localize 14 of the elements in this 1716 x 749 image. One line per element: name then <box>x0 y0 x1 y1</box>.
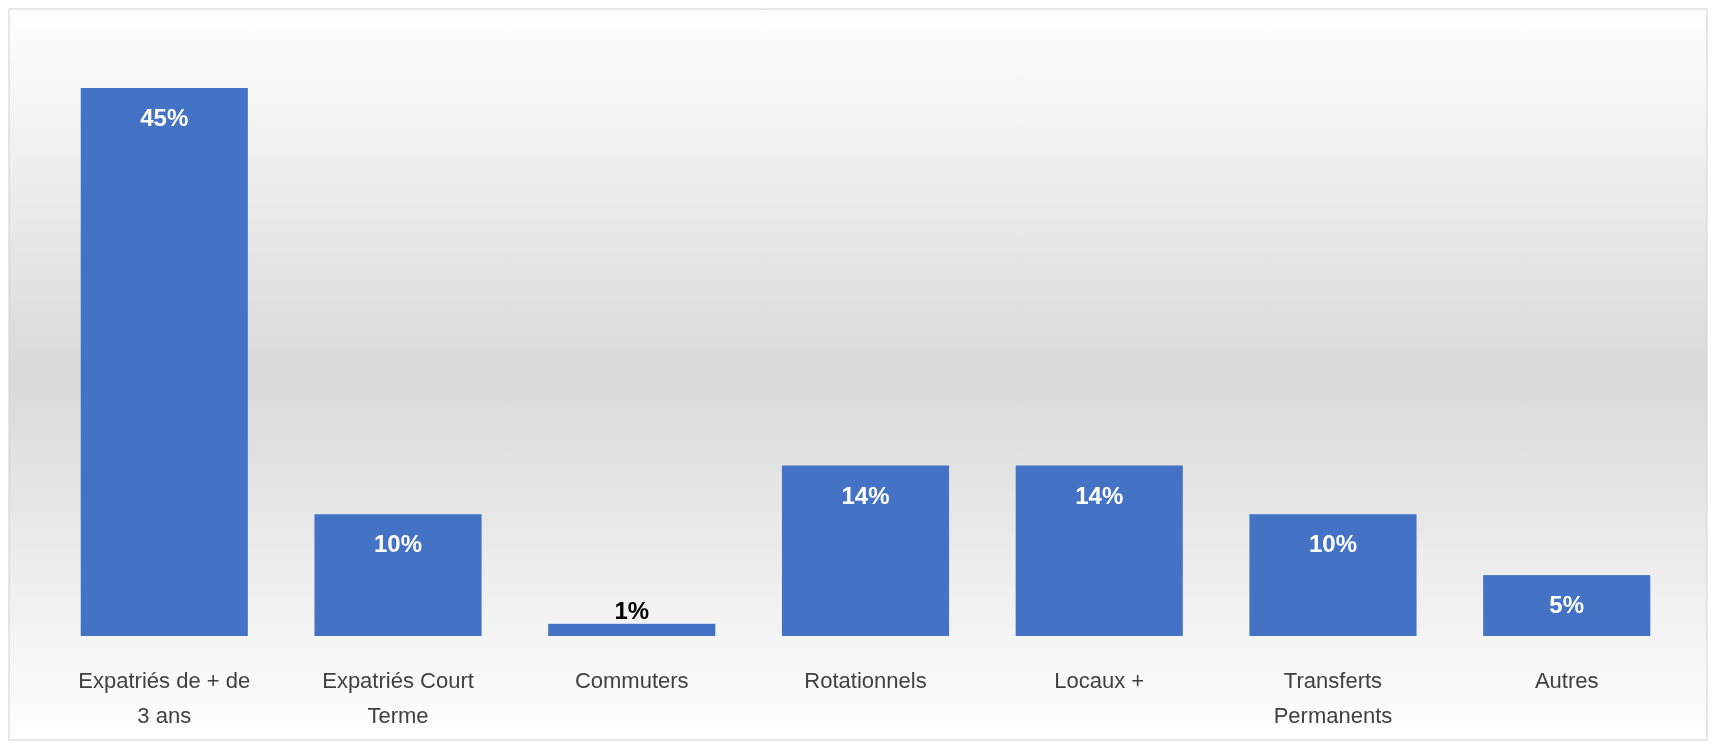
data-label: 5% <box>1549 591 1585 619</box>
data-label: 10% <box>374 530 423 558</box>
x-tick-label: Commuters <box>574 668 689 693</box>
data-label: 1% <box>614 596 650 624</box>
data-label: 14% <box>1075 481 1124 509</box>
x-tick-label: Transferts Permanents <box>1273 668 1393 728</box>
x-tick-label: Autres <box>1534 668 1599 693</box>
x-tick-label: Rotationnels <box>804 668 927 693</box>
x-tick-label: Expatriés de + de 3 ans <box>78 668 251 728</box>
data-label: 10% <box>1308 530 1357 558</box>
data-label: 45% <box>140 104 189 131</box>
data-label: 14% <box>841 481 890 509</box>
x-tick-label: Expatriés Court Terme <box>322 668 474 728</box>
x-tick-label: Locaux + <box>1054 668 1145 693</box>
